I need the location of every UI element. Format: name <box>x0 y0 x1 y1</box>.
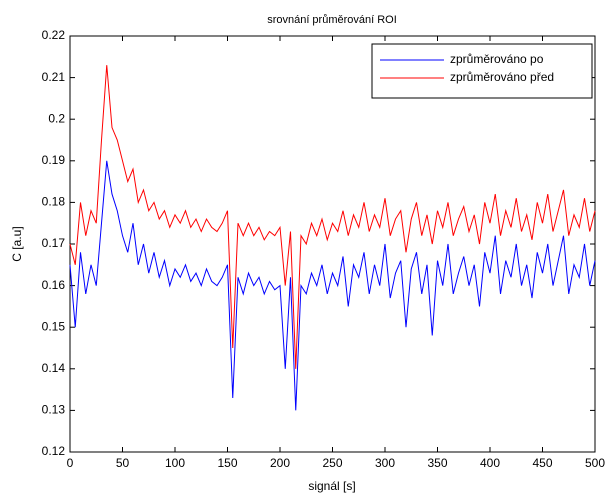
x-tick-label: 450 <box>532 456 552 470</box>
y-tick-label: 0.21 <box>42 70 66 84</box>
y-tick-label: 0.17 <box>42 236 66 250</box>
x-tick-label: 150 <box>217 456 237 470</box>
x-tick-label: 50 <box>116 456 130 470</box>
y-tick-label: 0.22 <box>42 28 66 42</box>
x-tick-label: 100 <box>165 456 185 470</box>
x-tick-label: 300 <box>375 456 395 470</box>
y-tick-label: 0.13 <box>42 403 66 417</box>
y-tick-label: 0.18 <box>42 195 66 209</box>
y-tick-label: 0.15 <box>42 319 66 333</box>
y-tick-label: 0.2 <box>48 111 65 125</box>
series-line <box>69 65 596 369</box>
x-tick-label: 350 <box>427 456 447 470</box>
x-tick-label: 200 <box>270 456 290 470</box>
y-tick-label: 0.12 <box>42 444 66 458</box>
x-tick-label: 500 <box>585 456 605 470</box>
chart-title: srovnání průměrování ROI <box>267 14 397 26</box>
legend-label: zprůměrováno před <box>450 70 554 84</box>
x-tick-label: 250 <box>322 456 342 470</box>
series-line <box>69 160 596 411</box>
legend-box <box>371 43 593 99</box>
legend-label: zprůměrováno po <box>450 52 544 66</box>
y-tick-label: 0.14 <box>42 361 66 375</box>
y-tick-label: 0.19 <box>42 153 66 167</box>
plot-area <box>69 35 596 453</box>
x-tick-label: 400 <box>480 456 500 470</box>
y-tick-label: 0.16 <box>42 278 66 292</box>
x-tick-label: 0 <box>67 456 74 470</box>
y-axis-label: C [a.u] <box>10 226 24 261</box>
x-axis-label: signál [s] <box>308 479 355 493</box>
